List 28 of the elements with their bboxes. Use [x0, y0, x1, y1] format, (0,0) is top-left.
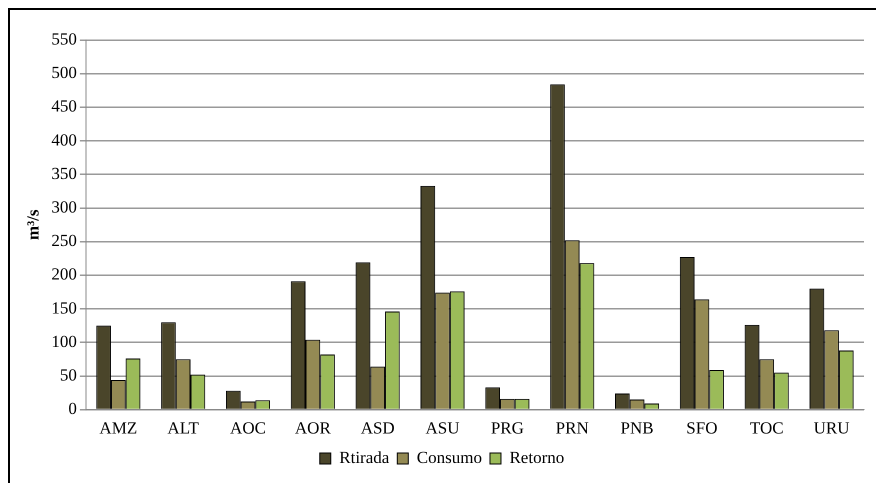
x-tick-label: AOR [294, 418, 332, 438]
x-tick-label: ASU [426, 418, 460, 438]
y-tick-label: 100 [51, 332, 77, 351]
y-tick-label: 200 [51, 264, 77, 284]
legend-label: Consumo [416, 448, 482, 467]
y-tick-label: 550 [51, 29, 77, 48]
y-tick-label: 350 [51, 164, 77, 183]
x-tick-label: AMZ [99, 418, 138, 438]
x-tick-label: ASD [360, 418, 395, 438]
y-tick-label: 150 [51, 298, 77, 318]
x-tick-label: SFO [686, 418, 718, 438]
y-tick-label: 250 [51, 231, 77, 250]
x-tick-label: PRG [490, 418, 524, 438]
y-tick-label: 0 [68, 399, 77, 418]
x-tick-label: URU [814, 418, 850, 438]
legend-label: Rtirada [339, 448, 390, 467]
y-axis-title: m³/s [24, 209, 43, 240]
x-tick-label: PRN [556, 418, 589, 438]
y-tick-label: 300 [51, 197, 77, 216]
x-tick-label: TOC [750, 418, 784, 438]
y-tick-label: 500 [51, 63, 77, 82]
legend-label: Retorno [509, 448, 564, 467]
y-tick-label: 450 [51, 96, 77, 116]
x-tick-label: AOC [230, 418, 266, 438]
x-tick-label: PNB [620, 418, 654, 438]
y-tick-label: 50 [60, 365, 77, 384]
x-tick-label: ALT [167, 418, 200, 438]
y-tick-label: 400 [51, 130, 77, 150]
